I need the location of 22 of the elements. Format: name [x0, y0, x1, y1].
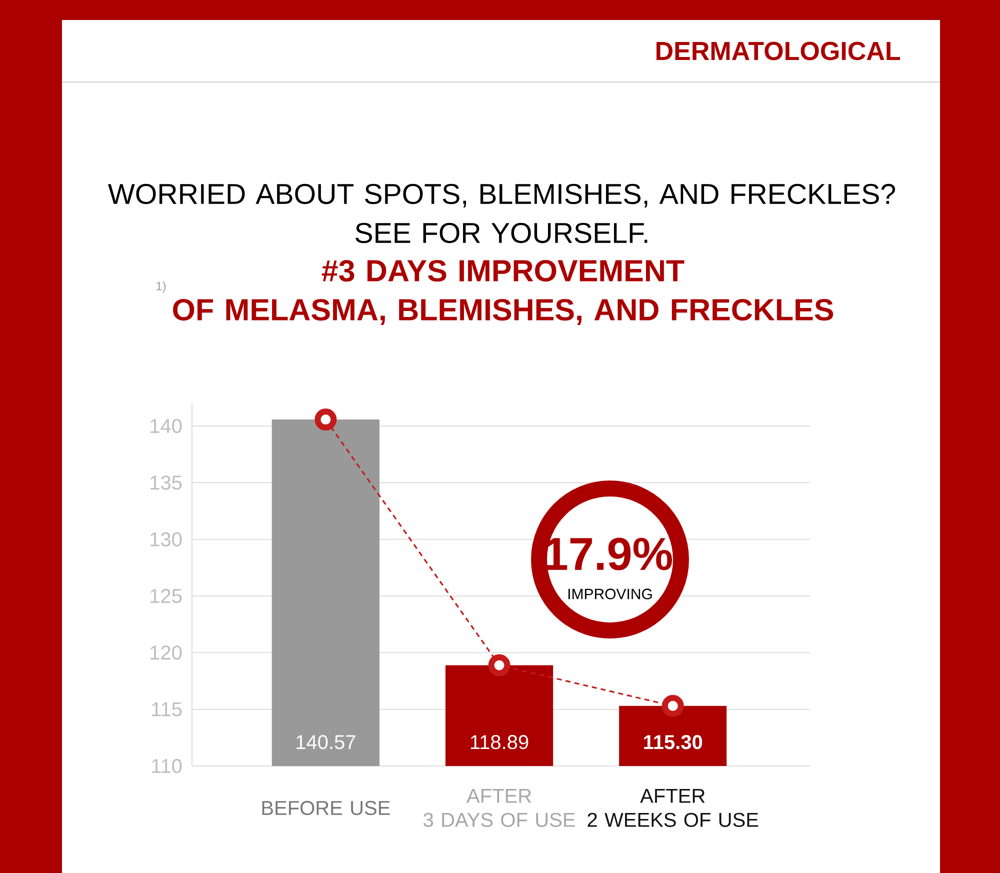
x-tick-label: BEFORE USE: [262, 800, 390, 816]
y-tick-label: 110: [152, 758, 182, 774]
data-label: 140.57: [296, 735, 356, 750]
x-tick-label: AFTER 2 WEEKS OF USE: [588, 789, 758, 827]
chart-subtitle: #3 DAYS IMPROVEMENT OF MELASMA, BLEMISHES, AND FRECKLES: [172, 260, 834, 326]
annotation: 17.9%: [546, 538, 672, 570]
y-tick-label: 130: [150, 532, 182, 546]
data-label: 118.89: [470, 735, 528, 750]
text: 1): [156, 281, 166, 293]
data-label: 115.30: [644, 735, 702, 750]
point: [314, 408, 337, 431]
y-tick-label: 125: [150, 588, 182, 604]
point: [488, 654, 510, 676]
y-tick-label: 140: [150, 418, 182, 434]
y-tick-label: 120: [150, 646, 182, 660]
annotation: IMPROVING: [568, 588, 652, 600]
chart-title: WORRIED ABOUT SPOTS, BLEMISHES, AND FRECKLES? SEE FOR YOURSELF.: [108, 184, 896, 244]
y-tick-label: 135: [150, 476, 182, 490]
y-tick-label: 115: [152, 702, 182, 716]
point: [662, 694, 684, 717]
text: DERMATOLOGICAL: [656, 42, 900, 60]
x-tick-label: AFTER 3 DAYS OF USE: [424, 789, 575, 827]
